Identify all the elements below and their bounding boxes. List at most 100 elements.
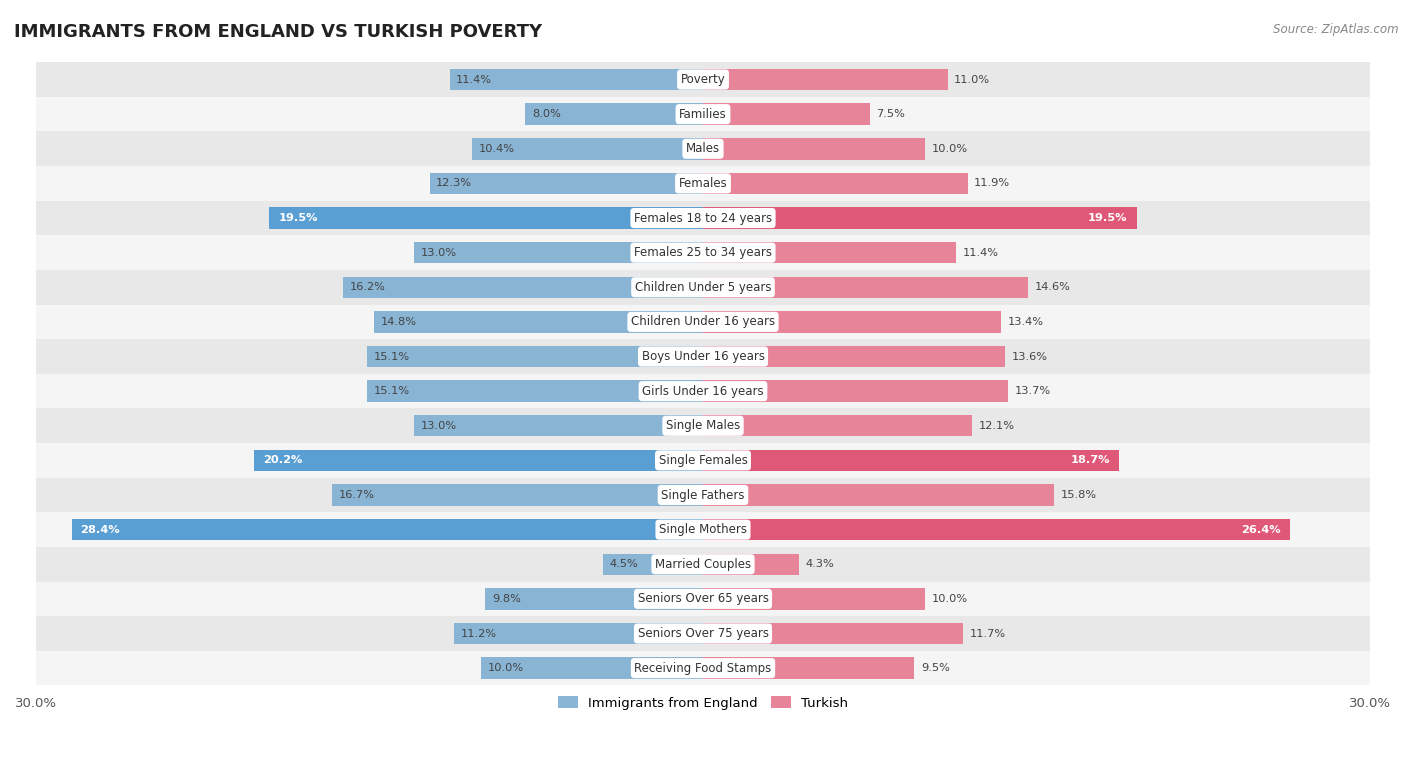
Text: 10.0%: 10.0% xyxy=(932,594,969,604)
Bar xyxy=(703,381,1008,402)
Text: Females: Females xyxy=(679,177,727,190)
Bar xyxy=(37,581,1369,616)
Text: Receiving Food Stamps: Receiving Food Stamps xyxy=(634,662,772,675)
Bar xyxy=(703,449,1119,471)
Text: 4.3%: 4.3% xyxy=(806,559,834,569)
Text: 12.3%: 12.3% xyxy=(436,178,472,189)
Bar xyxy=(343,277,703,298)
Bar xyxy=(37,651,1369,685)
Bar xyxy=(37,270,1369,305)
Bar xyxy=(703,207,1136,229)
Text: Males: Males xyxy=(686,143,720,155)
Text: Seniors Over 65 years: Seniors Over 65 years xyxy=(637,593,769,606)
Bar xyxy=(72,519,703,540)
Bar xyxy=(450,69,703,90)
Bar xyxy=(703,657,914,679)
Text: 11.7%: 11.7% xyxy=(970,628,1005,638)
Bar xyxy=(37,512,1369,547)
Text: Single Females: Single Females xyxy=(658,454,748,467)
Text: 20.2%: 20.2% xyxy=(263,456,302,465)
Text: 15.1%: 15.1% xyxy=(374,352,411,362)
Bar xyxy=(37,166,1369,201)
Text: Married Couples: Married Couples xyxy=(655,558,751,571)
Text: 12.1%: 12.1% xyxy=(979,421,1015,431)
Text: 10.0%: 10.0% xyxy=(932,144,969,154)
Bar xyxy=(37,409,1369,443)
Text: 13.0%: 13.0% xyxy=(420,421,457,431)
Text: Girls Under 16 years: Girls Under 16 years xyxy=(643,384,763,398)
Text: 10.4%: 10.4% xyxy=(478,144,515,154)
Text: Seniors Over 75 years: Seniors Over 75 years xyxy=(637,627,769,640)
Bar xyxy=(37,201,1369,235)
Text: 19.5%: 19.5% xyxy=(1088,213,1128,223)
Text: 11.2%: 11.2% xyxy=(461,628,496,638)
Bar xyxy=(37,339,1369,374)
Text: Boys Under 16 years: Boys Under 16 years xyxy=(641,350,765,363)
Text: 11.9%: 11.9% xyxy=(974,178,1011,189)
Bar xyxy=(703,173,967,194)
Text: 28.4%: 28.4% xyxy=(80,525,120,534)
Text: 11.4%: 11.4% xyxy=(456,74,492,85)
Text: 16.2%: 16.2% xyxy=(350,282,385,293)
Bar xyxy=(270,207,703,229)
Text: 13.7%: 13.7% xyxy=(1014,386,1050,396)
Bar xyxy=(703,519,1289,540)
Text: 15.8%: 15.8% xyxy=(1062,490,1097,500)
Bar xyxy=(485,588,703,609)
Text: 9.8%: 9.8% xyxy=(492,594,520,604)
Text: Poverty: Poverty xyxy=(681,73,725,86)
Text: Single Males: Single Males xyxy=(666,419,740,432)
Text: IMMIGRANTS FROM ENGLAND VS TURKISH POVERTY: IMMIGRANTS FROM ENGLAND VS TURKISH POVER… xyxy=(14,23,543,41)
Bar xyxy=(454,623,703,644)
Bar xyxy=(703,346,1005,367)
Text: 13.0%: 13.0% xyxy=(420,248,457,258)
Text: Children Under 5 years: Children Under 5 years xyxy=(634,280,772,294)
Bar xyxy=(367,346,703,367)
Bar xyxy=(367,381,703,402)
Bar xyxy=(37,235,1369,270)
Bar xyxy=(37,616,1369,651)
Text: 9.5%: 9.5% xyxy=(921,663,950,673)
Text: 16.7%: 16.7% xyxy=(339,490,374,500)
Bar xyxy=(37,443,1369,478)
Bar xyxy=(37,374,1369,409)
Text: 14.8%: 14.8% xyxy=(381,317,416,327)
Text: 14.6%: 14.6% xyxy=(1035,282,1070,293)
Text: Children Under 16 years: Children Under 16 years xyxy=(631,315,775,328)
Text: 11.0%: 11.0% xyxy=(955,74,990,85)
Bar xyxy=(413,415,703,437)
Text: 10.0%: 10.0% xyxy=(488,663,523,673)
Bar xyxy=(524,103,703,125)
Text: Single Mothers: Single Mothers xyxy=(659,523,747,536)
Text: 4.5%: 4.5% xyxy=(610,559,638,569)
Text: 13.6%: 13.6% xyxy=(1012,352,1047,362)
Bar xyxy=(703,138,925,159)
Text: 13.4%: 13.4% xyxy=(1008,317,1043,327)
Text: Females 18 to 24 years: Females 18 to 24 years xyxy=(634,211,772,224)
Bar xyxy=(37,547,1369,581)
Bar xyxy=(703,588,925,609)
Text: 19.5%: 19.5% xyxy=(278,213,318,223)
Bar xyxy=(703,553,799,575)
Text: 15.1%: 15.1% xyxy=(374,386,411,396)
Bar xyxy=(332,484,703,506)
Bar xyxy=(703,242,956,263)
Text: Single Fathers: Single Fathers xyxy=(661,488,745,502)
Bar xyxy=(37,62,1369,97)
Bar xyxy=(37,97,1369,131)
Bar xyxy=(374,311,703,333)
Text: 8.0%: 8.0% xyxy=(531,109,561,119)
Bar xyxy=(703,415,972,437)
Text: Source: ZipAtlas.com: Source: ZipAtlas.com xyxy=(1274,23,1399,36)
Bar xyxy=(413,242,703,263)
Bar xyxy=(429,173,703,194)
Bar xyxy=(703,311,1001,333)
Text: 7.5%: 7.5% xyxy=(876,109,905,119)
Legend: Immigrants from England, Turkish: Immigrants from England, Turkish xyxy=(553,691,853,715)
Bar xyxy=(37,305,1369,339)
Text: Females 25 to 34 years: Females 25 to 34 years xyxy=(634,246,772,259)
Bar xyxy=(703,277,1028,298)
Text: Families: Families xyxy=(679,108,727,121)
Bar xyxy=(703,623,963,644)
Bar xyxy=(481,657,703,679)
